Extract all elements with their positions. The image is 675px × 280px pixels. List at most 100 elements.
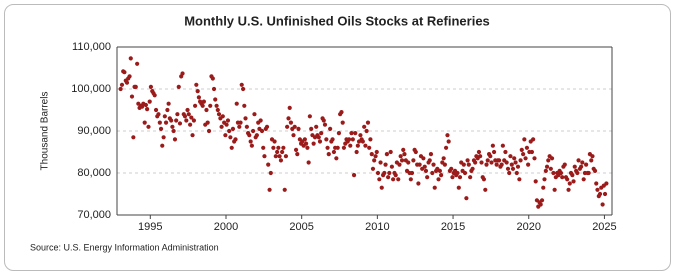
x-tick-label: 2015 (441, 221, 465, 233)
data-point (425, 175, 430, 180)
data-point (579, 164, 584, 169)
data-point (242, 103, 247, 108)
data-point (456, 185, 461, 190)
data-point (449, 166, 454, 171)
data-point (382, 170, 387, 176)
data-point (249, 143, 254, 148)
data-point (314, 124, 319, 129)
data-point (165, 107, 170, 113)
data-point (180, 71, 185, 76)
data-point (485, 158, 490, 163)
data-point (541, 185, 546, 190)
data-point (349, 131, 354, 136)
data-point (442, 162, 447, 167)
data-point (340, 120, 345, 125)
data-point (391, 177, 396, 182)
data-point (200, 103, 205, 108)
data-point (457, 175, 463, 180)
data-point (524, 145, 530, 150)
data-point (521, 152, 526, 157)
data-point (368, 137, 373, 142)
data-point (515, 164, 521, 169)
data-point (247, 133, 252, 138)
data-point (499, 162, 504, 167)
data-point (543, 168, 548, 173)
data-point (261, 145, 266, 150)
data-point (230, 126, 236, 131)
data-point (307, 114, 312, 119)
data-point (398, 154, 403, 159)
data-point (576, 158, 581, 163)
data-point (196, 95, 201, 100)
data-point (406, 160, 411, 165)
data-point (389, 164, 394, 169)
data-point (387, 170, 392, 176)
data-point (292, 124, 297, 129)
data-point (158, 126, 164, 131)
data-point (496, 158, 502, 163)
data-point (240, 86, 246, 92)
data-point (339, 110, 344, 115)
data-point (296, 126, 301, 131)
data-point (388, 149, 393, 155)
data-point (316, 135, 321, 140)
data-point (377, 177, 382, 182)
data-point (481, 177, 487, 182)
data-point (341, 145, 347, 150)
data-point (532, 156, 537, 161)
data-point (432, 185, 437, 190)
data-point (430, 170, 435, 176)
source-note: Source: U.S. Energy Information Administ… (30, 242, 219, 252)
data-point (514, 170, 519, 176)
data-point (293, 147, 299, 152)
data-point (119, 82, 125, 87)
data-point (580, 160, 585, 165)
data-point (233, 137, 238, 142)
data-point (566, 187, 571, 192)
data-point (411, 158, 416, 163)
data-point (287, 105, 292, 110)
data-point (163, 120, 169, 125)
data-point (291, 133, 296, 138)
data-point (271, 145, 276, 150)
data-point (572, 164, 577, 169)
data-point (465, 158, 470, 163)
y-tick-label: 110,000 (72, 41, 111, 53)
data-point (597, 191, 603, 197)
data-point (309, 126, 314, 131)
data-point (409, 170, 415, 176)
data-point (517, 177, 522, 182)
data-point (160, 143, 165, 148)
data-point (324, 137, 329, 142)
y-axis-label: Thousand Barrels (40, 92, 51, 171)
data-point (348, 143, 353, 148)
data-point (484, 162, 489, 167)
data-point (277, 154, 282, 159)
data-point (243, 116, 248, 121)
data-point (379, 185, 384, 190)
data-point (489, 160, 494, 165)
data-point (413, 149, 418, 155)
data-point (436, 177, 441, 182)
data-point (258, 118, 263, 123)
data-point (363, 143, 368, 148)
data-point (148, 84, 154, 89)
data-point (355, 143, 360, 148)
data-point (364, 128, 369, 134)
data-point (216, 112, 222, 117)
y-tick-label: 70,000 (77, 209, 111, 221)
data-point (326, 152, 331, 157)
data-point (259, 128, 265, 134)
data-point (250, 128, 256, 134)
data-point (268, 170, 273, 176)
data-point (476, 149, 482, 155)
y-tick-label: 100,000 (71, 83, 111, 95)
data-point (177, 121, 183, 126)
data-point (367, 145, 372, 150)
data-point (220, 114, 225, 119)
data-point (133, 84, 138, 89)
data-point (328, 126, 333, 131)
data-point (322, 122, 328, 127)
data-point (176, 84, 181, 89)
